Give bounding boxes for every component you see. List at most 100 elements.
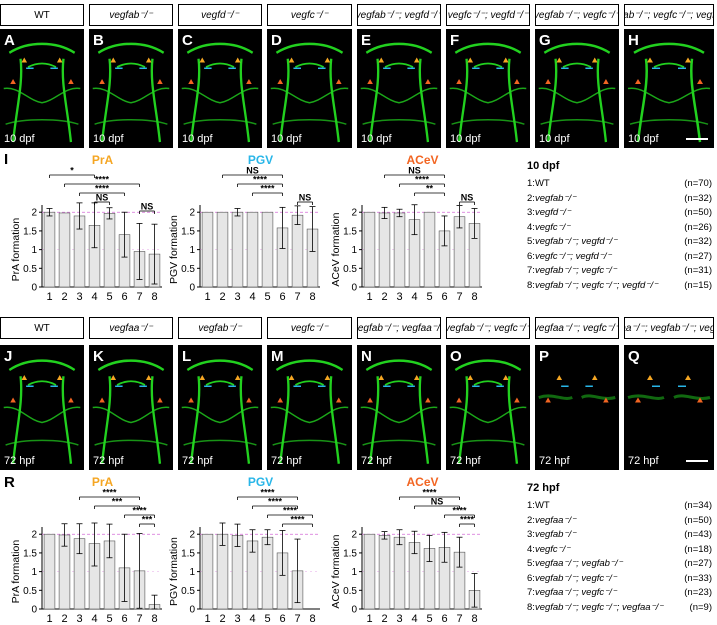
legend-genotype: 7:vegfaa⁻/⁻; vegfc⁻/⁻	[527, 587, 617, 602]
y-axis-label: ACeV formation	[330, 534, 342, 608]
legend-genotype-name: vegfab⁻/⁻; vegfc⁻/⁻; vegfd⁻/⁻	[534, 279, 658, 291]
arrow-PrA	[145, 375, 152, 380]
x-tick-label: 7	[294, 613, 300, 625]
y-tick-label: 0.5	[343, 264, 357, 275]
micrograph-panel: J 72 hpf	[0, 345, 84, 470]
y-tick-label: 1.5	[181, 226, 195, 237]
arrow-PrA	[378, 375, 385, 380]
vessel	[279, 58, 290, 143]
significance-label: NS	[299, 193, 312, 203]
bar	[291, 214, 304, 288]
vessel	[97, 42, 165, 54]
x-tick-label: 4	[249, 613, 255, 625]
panel-stage-label: 10 dpf	[539, 133, 570, 145]
genotype-label: vegfc⁻/⁻	[267, 4, 352, 26]
x-tick-label: 1	[204, 613, 210, 625]
vessel	[183, 119, 257, 125]
significance-label: ****	[253, 175, 268, 185]
significance-label: ****	[452, 506, 467, 516]
legend-number: 2:	[527, 514, 535, 526]
panel-letter: K	[93, 348, 104, 365]
legend-genotype: 6:vegfab⁻/⁻; vegfc⁻/⁻	[527, 573, 617, 588]
legend-number: 3:	[527, 207, 535, 218]
vessel	[181, 406, 259, 424]
panel-stage-label: 72 hpf	[4, 455, 35, 467]
vessel	[92, 87, 170, 104]
vessel	[633, 42, 705, 54]
arrow-ACeV	[367, 78, 373, 84]
legend-genotype-name: vegfab⁻/⁻; vegfc⁻/⁻	[534, 265, 617, 276]
legend-row: 7:vegfab⁻/⁻; vegfc⁻/⁻ (n=31)	[527, 265, 712, 280]
panel-stage-label: 72 hpf	[93, 455, 124, 467]
vessel	[451, 119, 525, 125]
arrow-PrA	[110, 57, 117, 63]
legend-count: (n=27)	[684, 558, 712, 569]
x-tick-label: 2	[61, 613, 67, 625]
genotype-label: vegfab⁻/⁻; vegfd⁻/⁻	[357, 4, 441, 26]
y-tick-label: 0.5	[23, 586, 37, 597]
vessel	[270, 406, 349, 424]
bar	[393, 536, 406, 610]
vessel	[11, 376, 23, 464]
vessel	[279, 376, 290, 464]
y-axis-label: PGV formation	[168, 537, 180, 606]
vessel	[507, 376, 519, 464]
panel-stage-label: 10 dpf	[93, 133, 124, 145]
y-tick-label: 1	[351, 567, 357, 578]
arrow-ACeV	[514, 78, 520, 84]
legend-genotype: 3:vegfab⁻/⁻	[527, 529, 576, 544]
vessel	[365, 42, 433, 54]
arrow-ACeV	[456, 78, 462, 84]
vessel	[27, 62, 57, 68]
arrow-PrA	[56, 375, 63, 380]
x-tick-label: 5	[264, 613, 270, 625]
legend-row: 3:vegfab⁻/⁻ (n=43)	[527, 529, 712, 544]
legend-genotype-name: vegfaa⁻/⁻; vegfab⁻/⁻	[534, 558, 623, 569]
vessel-drawing	[449, 42, 527, 143]
vessel	[454, 359, 522, 372]
vessel	[360, 87, 438, 104]
vessel-drawing	[360, 359, 438, 464]
figure-letter-R: R	[4, 474, 15, 491]
legend-count: (n=27)	[684, 250, 712, 262]
bar	[393, 212, 406, 288]
x-tick-label: 8	[309, 291, 315, 303]
vessel	[538, 87, 616, 104]
y-tick-label: 1.5	[343, 548, 357, 559]
x-tick-label: 3	[76, 291, 82, 303]
arrow-PrA	[591, 375, 598, 380]
vessel	[27, 380, 57, 386]
arrow-PrA	[324, 57, 331, 63]
x-tick-label: 2	[219, 291, 225, 303]
vessel	[368, 58, 380, 143]
vessel	[627, 87, 711, 104]
arrow-ACeV	[277, 397, 284, 403]
x-tick-label: 1	[46, 613, 52, 625]
legend-number: 3:	[527, 529, 535, 540]
panel-stage-label: 72 hpf	[271, 455, 302, 467]
vessel	[690, 58, 702, 143]
vessel	[365, 359, 433, 372]
panel-stage-label: 10 dpf	[628, 133, 659, 145]
significance-label: ***	[112, 497, 123, 507]
panel-letter: E	[361, 32, 372, 49]
vessel	[636, 58, 648, 143]
arrow-ACeV	[425, 397, 431, 403]
chart-title: PGV	[247, 475, 274, 489]
chart-title: PGV	[247, 153, 274, 167]
legend-count: (n=15)	[684, 279, 712, 291]
vessel	[473, 62, 503, 68]
panel-stage-label: 72 hpf	[361, 455, 392, 467]
y-tick-label: 1	[189, 245, 195, 256]
arrow-ACeV	[10, 78, 16, 84]
x-tick-label: 4	[91, 613, 97, 625]
x-tick-label: 8	[151, 291, 157, 303]
significance-label: ****	[290, 515, 305, 525]
legend-genotype: 3:vegfd⁻/⁻	[527, 207, 571, 222]
vessel	[329, 376, 340, 464]
significance-label: *	[70, 166, 74, 176]
legend-genotype: 1:WT	[527, 500, 550, 515]
arrow-PrA	[56, 57, 63, 63]
panel-letter: B	[93, 32, 104, 49]
